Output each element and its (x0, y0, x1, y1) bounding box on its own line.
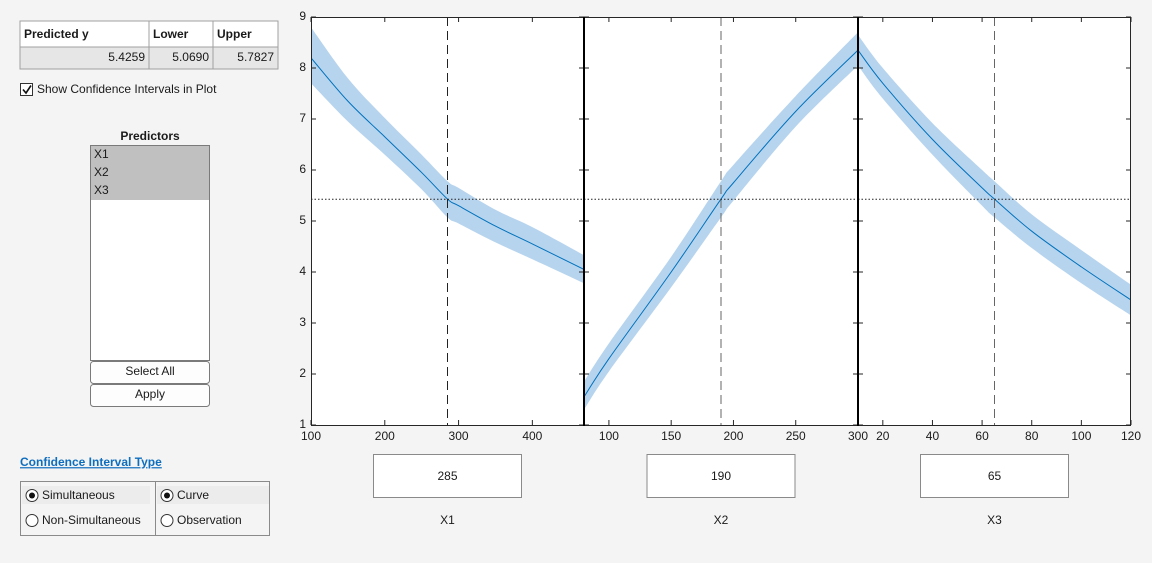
y-tick-label: 2 (299, 366, 306, 380)
checkmark (22, 85, 32, 95)
x-tick-label: 100 (301, 429, 321, 443)
list-item[interactable]: X2 (94, 165, 109, 179)
confidence-band (311, 27, 584, 284)
radio-label[interactable]: Curve (177, 488, 209, 502)
x-value-input[interactable] (920, 454, 1069, 498)
y-tick-label: 7 (299, 111, 306, 125)
column-header: Predicted y (24, 27, 89, 41)
radio-button[interactable] (160, 514, 174, 527)
radio-label[interactable]: Simultaneous (42, 488, 115, 502)
x-value-input[interactable] (646, 454, 796, 498)
radio-dot (29, 492, 35, 499)
x-axis-label: X1 (440, 513, 455, 527)
x-tick-label: 150 (661, 429, 681, 443)
y-tick-label: 1 (299, 417, 306, 431)
confidence-band (584, 32, 858, 410)
x-tick-label: 250 (786, 429, 806, 443)
x-tick-label: 40 (926, 429, 940, 443)
x-tick-label: 400 (522, 429, 542, 443)
prediction-line (858, 49, 1131, 301)
column-header: Upper (217, 27, 252, 41)
radio-row (22, 486, 150, 504)
prediction-plots: 1 2 3 4 5 6 7 8 9 100 200 300 400 285 X1 100 150 200 250 30… (299, 9, 1141, 527)
radio-label[interactable]: Non-Simultaneous (42, 513, 141, 527)
button-label[interactable]: Select All (125, 364, 174, 378)
confidence-band (858, 34, 1131, 316)
y-tick-label: 5 (299, 213, 306, 227)
x-tick-label: 80 (1025, 429, 1039, 443)
x-value-input[interactable] (373, 454, 522, 498)
subplot: 100 150 200 250 300 190 X2 (584, 16, 868, 527)
x-axis-label: X3 (987, 513, 1002, 527)
column-header: Lower (153, 27, 189, 41)
subplot: 20 40 60 80 100 120 65 X3 (858, 16, 1141, 527)
checkbox[interactable]: Show Confidence Intervals in Plot (20, 82, 218, 96)
x-value-text[interactable]: 190 (711, 469, 731, 483)
x-tick-label: 300 (449, 429, 469, 443)
x-value-text[interactable]: 65 (988, 469, 1002, 483)
x-tick-label: 120 (1121, 429, 1141, 443)
table-cell: 5.7827 (237, 50, 274, 64)
apply-button[interactable] (90, 384, 210, 407)
radio-row (157, 486, 269, 504)
ci-type-link[interactable]: Confidence Interval Type (20, 455, 162, 469)
list-item[interactable]: X1 (94, 147, 109, 161)
x-value-text[interactable]: 285 (437, 469, 457, 483)
radio-label[interactable]: Observation (177, 513, 242, 527)
radio-button[interactable] (25, 514, 39, 527)
radio-dot (164, 492, 170, 499)
x-tick-label: 300 (848, 429, 868, 443)
y-tick-label: 8 (299, 60, 306, 74)
x-tick-label: 20 (876, 429, 890, 443)
x-tick-label: 100 (599, 429, 619, 443)
x-axis-label: X2 (714, 513, 729, 527)
y-tick-label: 4 (299, 264, 306, 278)
x-tick-label: 200 (375, 429, 395, 443)
y-tick-label: 9 (299, 9, 306, 23)
subplot: 1 2 3 4 5 6 7 8 9 100 200 300 400 285 X1 (299, 9, 584, 527)
checkbox-label[interactable]: Show Confidence Intervals in Plot (37, 82, 217, 96)
list-item[interactable]: X3 (94, 183, 109, 197)
x-tick-label: 200 (723, 429, 743, 443)
y-tick-label: 6 (299, 162, 306, 176)
list-selection (91, 146, 209, 200)
list-title: Predictors (120, 129, 180, 143)
y-tick-label: 3 (299, 315, 306, 329)
table-cell: 5.4259 (108, 50, 145, 64)
x-tick-label: 60 (975, 429, 989, 443)
x-tick-label: 100 (1071, 429, 1091, 443)
select-all-button[interactable] (90, 361, 210, 384)
table-cell: 5.0690 (172, 50, 209, 64)
button-label[interactable]: Apply (135, 387, 165, 401)
